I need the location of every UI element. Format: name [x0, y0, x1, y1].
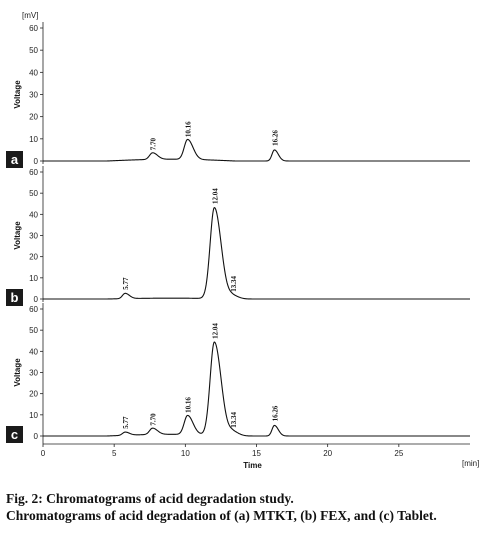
- y-tick-label: 30: [29, 91, 38, 100]
- x-tick-label: 10: [181, 449, 190, 458]
- panel-letter-badge: [6, 426, 23, 443]
- panel-b: 0 10 20 30 40 50 60 Voltage 5.77 12.04 13.34 b: [6, 166, 470, 306]
- y-axis-title: Voltage: [13, 80, 22, 109]
- y-tick-label: 50: [29, 46, 38, 55]
- y-axis-title: Voltage: [13, 358, 22, 387]
- y-tick-label: 40: [29, 210, 38, 219]
- chromatogram-trace: [43, 206, 470, 300]
- panel-letter-badge: [6, 289, 23, 306]
- x-tick-label: 25: [394, 449, 403, 458]
- peak-label: 13.34: [230, 412, 238, 428]
- y-tick-label: 60: [29, 168, 38, 177]
- peak-label: 10.16: [185, 397, 193, 413]
- peak-label: 7.70: [150, 138, 158, 151]
- y-tick-label: 30: [29, 369, 38, 378]
- peak-label: 12.04: [211, 188, 219, 204]
- peak-label: 13.34: [230, 276, 238, 292]
- y-tick-label: 20: [29, 113, 38, 122]
- y-tick-label: 50: [29, 189, 38, 198]
- chromatogram-trace: [43, 138, 470, 162]
- y-tick-label: 0: [34, 157, 39, 166]
- panel-a: 0 10 20 30 40 50 60 Voltage 7.70 10.16 16.26 a: [6, 22, 470, 168]
- y-tick-label: 20: [29, 390, 38, 399]
- peak-label: 5.77: [122, 416, 130, 429]
- x-tick-label: 20: [323, 449, 332, 458]
- panel-letter: a: [11, 152, 19, 167]
- y-tick-label: 60: [29, 305, 38, 314]
- y-tick-label: 10: [29, 135, 38, 144]
- figure-caption: Fig. 2: Chromatograms of acid degradatio…: [6, 490, 496, 524]
- x-tick-label: 0: [41, 449, 46, 458]
- y-tick-label: 30: [29, 232, 38, 241]
- y-tick-label: 40: [29, 68, 38, 77]
- y-tick-label: 60: [29, 24, 38, 33]
- y-tick-label: 40: [29, 347, 38, 356]
- x-tick-label: 15: [252, 449, 261, 458]
- x-unit-label: [min]: [462, 459, 479, 468]
- peak-label: 5.77: [122, 277, 130, 290]
- y-axis-title: Voltage: [13, 221, 22, 250]
- x-axis-title: Time: [243, 461, 262, 470]
- y-tick-label: 10: [29, 411, 38, 420]
- y-tick-label: 0: [34, 432, 39, 441]
- chromatogram-figure: [mV] 0102030405060Voltage7.7010.1616.26a…: [6, 11, 479, 470]
- panel-letter-badge: [6, 151, 23, 168]
- peak-label: 12.04: [211, 323, 219, 339]
- caption-body: Chromatograms of acid degradation of (a)…: [6, 508, 437, 523]
- chromatogram-trace: [43, 341, 470, 437]
- panel-letter: c: [11, 427, 18, 442]
- x-tick-label: 5: [112, 449, 117, 458]
- y-tick-label: 0: [34, 295, 39, 304]
- caption-title: Fig. 2: Chromatograms of acid degradatio…: [6, 491, 294, 506]
- peak-label: 10.16: [185, 121, 193, 137]
- peak-label: 16.26: [271, 130, 279, 146]
- y-tick-label: 20: [29, 253, 38, 262]
- peak-label: 16.26: [271, 405, 279, 421]
- y-tick-label: 50: [29, 326, 38, 335]
- panel-letter: b: [11, 290, 19, 305]
- y-tick-label: 10: [29, 274, 38, 283]
- peak-label: 7.70: [150, 413, 158, 426]
- y-unit-label: [mV]: [22, 11, 38, 20]
